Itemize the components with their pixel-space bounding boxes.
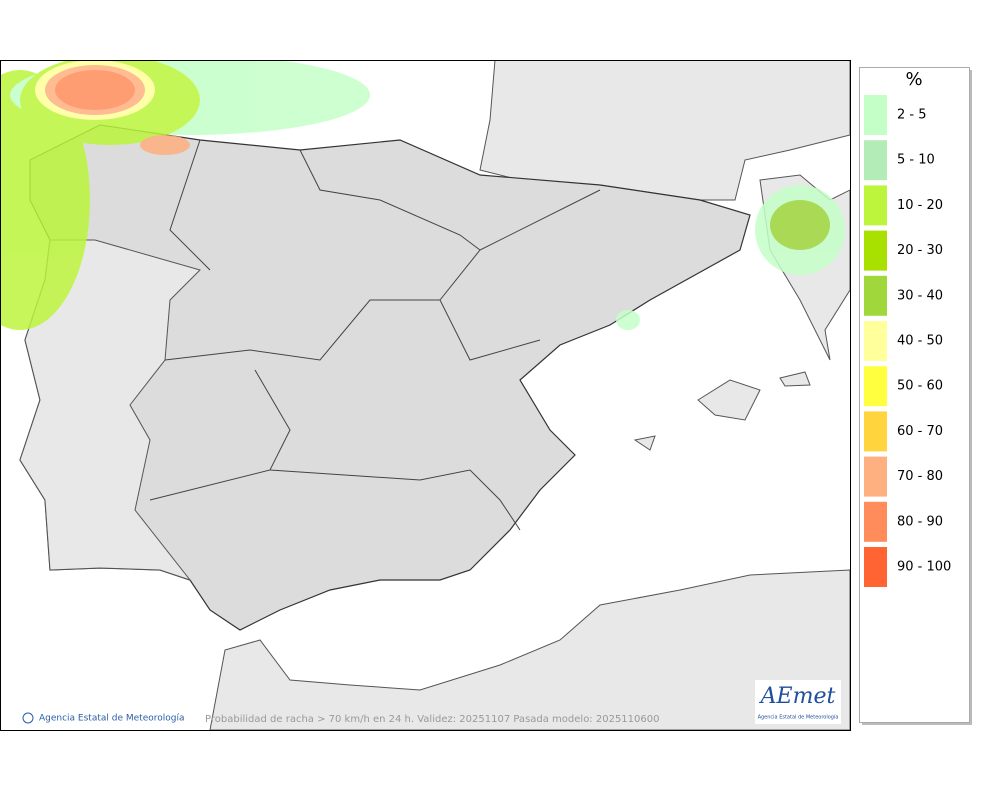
region-borders [149,139,601,531]
legend-label: 80 - 90 [897,514,943,529]
legend-label: 40 - 50 [897,334,943,349]
legend-label: 20 - 30 [897,243,943,258]
logo-subtitle: Agencia Estatal de Meteorología [758,714,839,721]
legend-swatch [864,366,887,407]
credit: Agencia Estatal de Meteorología [39,714,185,724]
legend-label: 50 - 60 [897,379,943,394]
caption: Probabilidad de racha > 70 km/h en 24 h.… [205,714,659,725]
portugal [19,239,201,582]
legend-swatch [864,411,887,452]
legend-label: 10 - 20 [897,198,943,213]
map: Agencia Estatal de Meteorología Probabil… [0,60,850,730]
legend-label: 60 - 70 [897,424,943,439]
legend-label: 70 - 80 [897,469,943,484]
africa [209,569,850,730]
legend-label: 2 - 5 [897,108,927,123]
legend-label: 90 - 100 [897,560,951,575]
legend-swatch [864,275,887,316]
legend-swatch [864,547,887,587]
legend-swatch [864,95,887,135]
logo-name: AEmet [759,684,836,709]
legend-label: 30 - 40 [897,288,943,303]
map-frame [0,60,851,731]
legend-swatch [864,185,887,226]
legend-swatch [864,230,887,271]
legend-title: % [905,69,922,90]
legend-swatch [864,140,887,181]
legend-swatch [864,321,887,361]
legend-swatch [864,456,887,497]
copyright-icon [22,712,34,724]
legend-swatch [864,501,887,542]
legend-items: 2 - 5 5 - 10 10 - 20 20 - 30 30 - 40 40 - 50 5… [864,95,951,587]
logo [755,680,841,724]
probability-areas [0,60,845,330]
france [479,60,850,201]
legend-label: 5 - 10 [897,153,935,168]
balearic-islands [633,371,811,451]
